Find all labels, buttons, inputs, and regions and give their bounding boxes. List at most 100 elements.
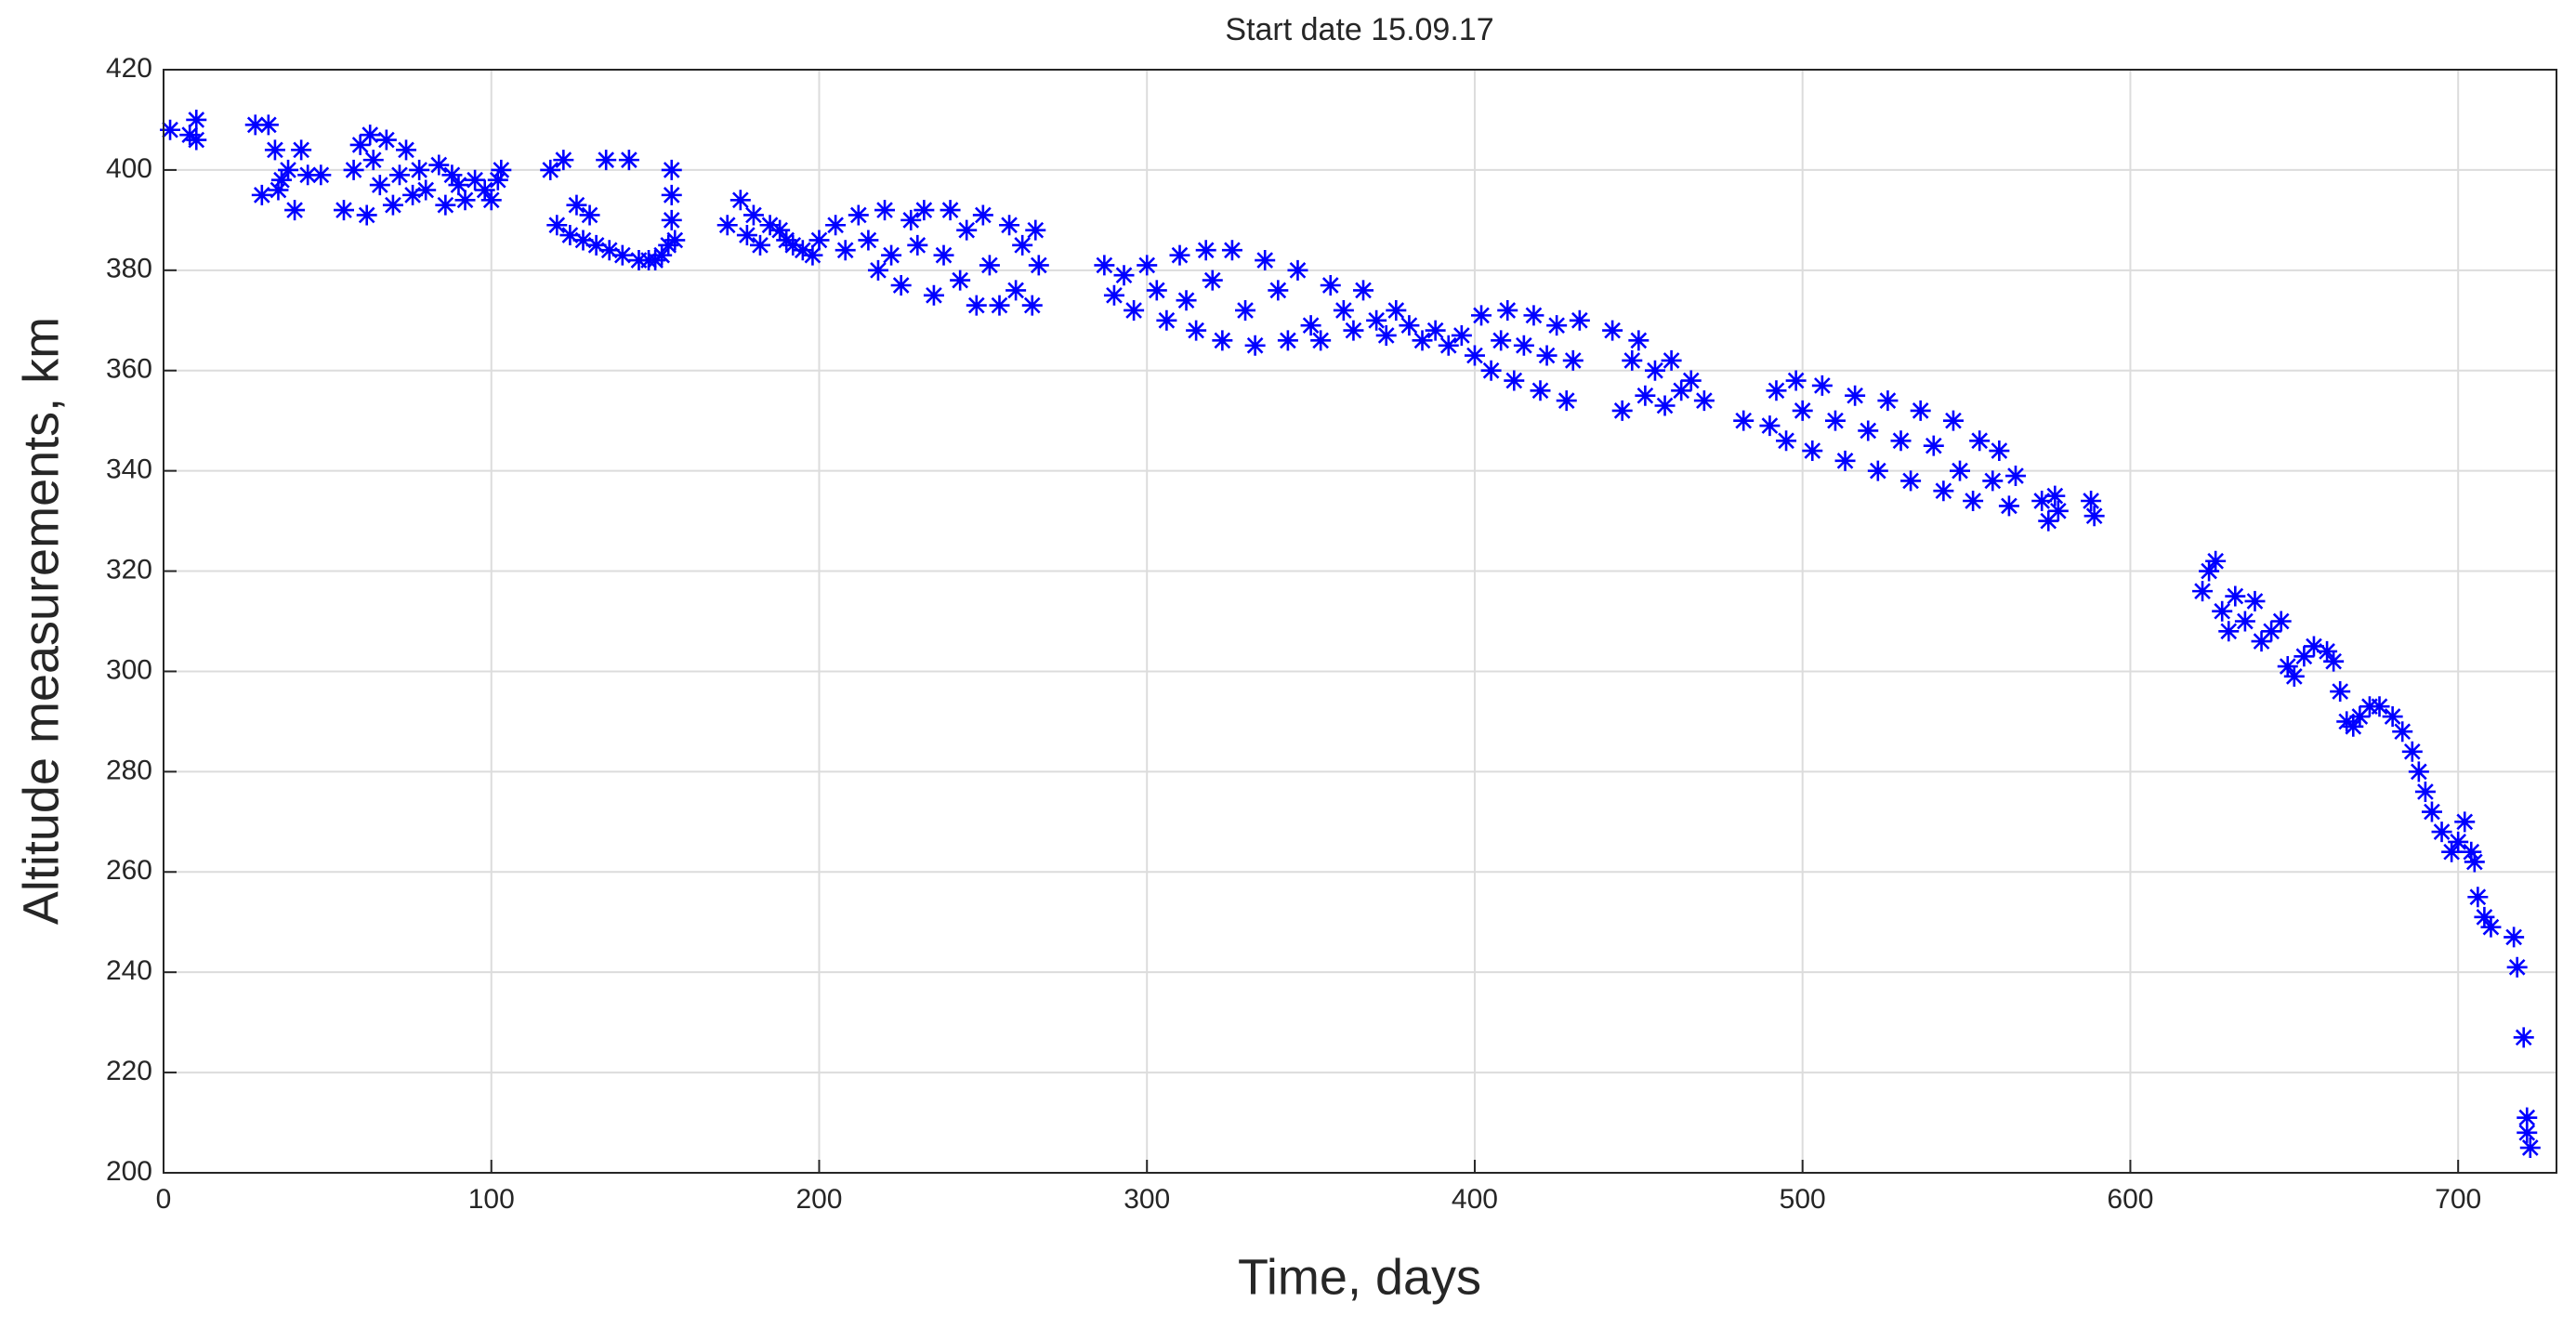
data-point — [1693, 390, 1715, 412]
data-point — [1497, 299, 1518, 321]
data-point — [553, 150, 574, 171]
data-point — [2467, 887, 2489, 908]
data-point — [661, 159, 682, 180]
data-point — [1982, 470, 2004, 492]
data-point — [2293, 646, 2315, 667]
data-point — [759, 215, 781, 236]
data-point — [1998, 495, 2019, 517]
data-point — [343, 159, 364, 180]
data-point — [1195, 240, 1216, 261]
data-point — [559, 225, 581, 246]
data-point — [1635, 385, 1656, 406]
plot-frame — [163, 69, 2557, 1174]
data-point — [1343, 320, 1364, 341]
data-point — [1103, 284, 1124, 306]
data-point — [1186, 320, 1207, 341]
data-point — [2513, 1027, 2534, 1048]
data-point — [1890, 430, 1912, 452]
data-point — [1255, 250, 1276, 271]
data-point — [1366, 309, 1387, 331]
y-tick-label: 200 — [106, 1156, 152, 1187]
data-point — [2519, 1137, 2541, 1159]
data-point — [743, 204, 764, 226]
data-point — [950, 270, 971, 291]
data-point — [792, 240, 813, 261]
data-point — [1113, 265, 1135, 286]
data-point — [596, 150, 617, 171]
y-axis-label: Altitude measurements, km — [13, 317, 69, 925]
data-point — [2330, 681, 2351, 703]
data-point — [1766, 380, 1787, 401]
data-point — [1845, 385, 1866, 406]
data-point — [2317, 640, 2338, 662]
data-point — [291, 139, 312, 161]
data-point — [848, 204, 869, 226]
data-point — [802, 244, 823, 266]
data-point — [2506, 956, 2528, 978]
data-point — [999, 215, 1020, 236]
ticks: 0 100 200 300 400 500 600 700 200 220 240 260 280 300… — [106, 53, 2481, 1215]
x-axis-label: Time, days — [1238, 1249, 1481, 1305]
x-tick-label: 700 — [2435, 1184, 2481, 1215]
data-point — [769, 219, 791, 241]
data-point — [1942, 410, 1964, 431]
data-point — [729, 190, 751, 211]
data-point — [474, 179, 495, 201]
data-point — [1480, 360, 1502, 381]
data-point — [1969, 430, 1991, 452]
data-point — [835, 240, 856, 261]
data-point — [1644, 360, 1665, 381]
data-point — [1386, 299, 1407, 321]
x-tick-label: 400 — [1452, 1184, 1498, 1215]
y-tick-label: 280 — [106, 755, 152, 785]
data-point — [1471, 305, 1492, 326]
data-point — [1759, 415, 1781, 437]
data-point — [1877, 390, 1899, 412]
data-point — [2421, 801, 2442, 822]
data-point — [2081, 491, 2102, 512]
data-point — [2517, 1107, 2538, 1128]
y-tick-label: 220 — [106, 1056, 152, 1086]
data-point — [1950, 460, 1971, 481]
data-point — [661, 184, 682, 205]
data-point — [1602, 320, 1623, 341]
data-point — [2369, 696, 2390, 717]
data-point — [1628, 330, 1649, 351]
data-point — [1923, 435, 1944, 456]
data-point — [1124, 299, 1145, 321]
data-point — [2349, 706, 2371, 728]
data-point — [1451, 324, 1472, 346]
data-point — [1375, 324, 1397, 346]
data-point — [1530, 380, 1551, 401]
data-point — [257, 114, 279, 136]
data-point — [1156, 309, 1177, 331]
data-point — [2218, 621, 2240, 642]
y-tick-label: 260 — [106, 855, 152, 886]
data-point — [1858, 420, 1879, 441]
data-point — [278, 159, 299, 180]
y-tick-label: 380 — [106, 254, 152, 284]
data-point — [1137, 255, 1158, 276]
data-point — [907, 234, 928, 256]
data-point — [2251, 631, 2272, 652]
data-point — [1176, 290, 1197, 311]
data-point — [933, 244, 954, 266]
data-point — [736, 225, 757, 246]
data-point — [1654, 395, 1676, 416]
data-point — [264, 139, 285, 161]
chart-title: Start date 15.09.17 — [1225, 12, 1493, 47]
data-point — [874, 200, 896, 221]
data-point — [2392, 721, 2413, 743]
data-point — [1824, 410, 1846, 431]
data-point — [334, 200, 355, 221]
data-point — [454, 190, 476, 211]
x-tick-label: 200 — [795, 1184, 842, 1215]
y-tick-label: 300 — [106, 654, 152, 685]
data-point — [890, 275, 912, 296]
data-point — [2044, 485, 2066, 506]
data-point — [2474, 906, 2495, 927]
data-point — [428, 154, 450, 176]
data-point — [1310, 330, 1332, 351]
